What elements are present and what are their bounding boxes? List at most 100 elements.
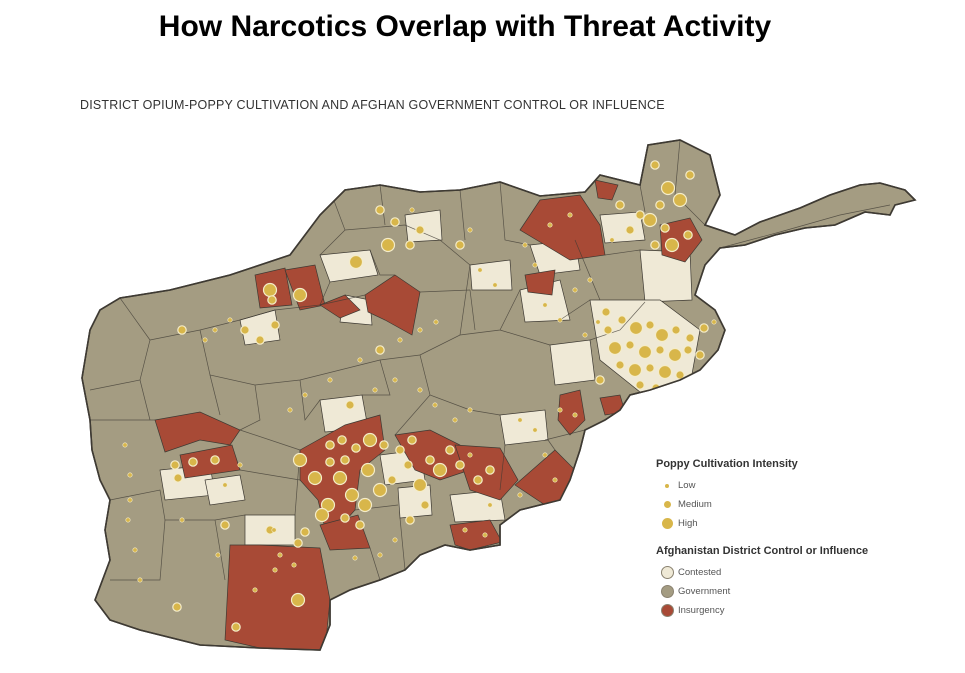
poppy-legend-heading: Poppy Cultivation Intensity xyxy=(656,458,798,470)
poppy-dot xyxy=(582,332,588,338)
poppy-dot xyxy=(607,340,623,356)
country-outline xyxy=(81,139,917,651)
legend-item-low: Low xyxy=(656,476,896,495)
poppy-dot xyxy=(379,440,389,450)
poppy-dot xyxy=(300,527,310,537)
poppy-dot xyxy=(485,465,495,475)
poppy-dot xyxy=(127,497,133,503)
poppy-dot xyxy=(477,267,483,273)
poppy-dot xyxy=(542,302,548,308)
poppy-dot xyxy=(287,407,293,413)
poppy-dot xyxy=(132,547,138,553)
legend-label: Medium xyxy=(678,499,712,510)
poppy-dot xyxy=(532,427,538,433)
poppy-dot xyxy=(473,475,483,485)
poppy-dot xyxy=(699,323,709,333)
poppy-dot xyxy=(220,520,230,530)
poppy-dot xyxy=(615,360,625,370)
insurgency-district xyxy=(557,389,586,436)
poppy-dot xyxy=(375,345,385,355)
legend-item-insurgency: Insurgency xyxy=(656,601,896,620)
poppy-dot xyxy=(467,407,473,413)
poppy-dot xyxy=(517,417,523,423)
poppy-dot xyxy=(255,335,265,345)
contested-district xyxy=(599,211,646,244)
poppy-dot xyxy=(291,562,297,568)
contested-district xyxy=(549,339,596,386)
poppy-dot xyxy=(267,295,277,305)
insurgency-district xyxy=(449,519,503,551)
poppy-dot xyxy=(302,392,308,398)
poppy-dot xyxy=(372,387,378,393)
poppy-dot xyxy=(595,375,605,385)
map-subtitle: DISTRICT OPIUM-POPPY CULTIVATION AND AFG… xyxy=(80,98,665,112)
poppy-dot xyxy=(415,225,425,235)
poppy-dot xyxy=(340,455,350,465)
poppy-dot xyxy=(685,170,695,180)
poppy-dot xyxy=(645,320,655,330)
poppy-dot xyxy=(344,487,360,503)
poppy-dot xyxy=(210,455,220,465)
poppy-dot xyxy=(345,400,355,410)
poppy-dot xyxy=(405,240,415,250)
poppy-dot xyxy=(122,442,128,448)
poppy-dot xyxy=(215,552,221,558)
poppy-dot xyxy=(572,287,578,293)
poppy-dot xyxy=(357,357,363,363)
poppy-dot xyxy=(547,222,553,228)
insurgency-district xyxy=(319,294,361,319)
legend-label: Low xyxy=(678,480,696,491)
poppy-dot xyxy=(635,210,645,220)
poppy-dot xyxy=(262,282,278,298)
poppy-dot xyxy=(395,445,405,455)
poppy-dot xyxy=(615,200,625,210)
poppy-dot xyxy=(390,217,400,227)
poppy-dot xyxy=(655,345,665,355)
contested-district xyxy=(204,474,246,506)
poppy-dot xyxy=(372,482,388,498)
poppy-dot xyxy=(667,347,683,363)
poppy-dot xyxy=(654,327,670,343)
insurgency-district xyxy=(224,544,331,650)
poppy-dot xyxy=(202,337,208,343)
poppy-dot xyxy=(405,515,415,525)
poppy-dot xyxy=(567,212,573,218)
poppy-dot xyxy=(293,538,303,548)
poppy-dot xyxy=(650,160,660,170)
poppy-dot xyxy=(292,287,308,303)
poppy-dot xyxy=(557,407,563,413)
insurgency-swatch-icon xyxy=(660,604,674,617)
poppy-dot xyxy=(617,315,627,325)
insurgency-district xyxy=(519,194,606,261)
poppy-dot xyxy=(237,462,243,468)
poppy-dot xyxy=(432,462,448,478)
poppy-dot xyxy=(292,452,308,468)
poppy-dot xyxy=(467,227,473,233)
poppy-dot xyxy=(655,200,665,210)
poppy-dot xyxy=(671,325,681,335)
poppy-dot xyxy=(557,317,563,323)
poppy-dot xyxy=(222,482,228,488)
poppy-dot xyxy=(351,443,361,453)
poppy-dot xyxy=(683,345,693,355)
poppy-dot xyxy=(403,460,413,470)
page-title: How Narcotics Overlap with Threat Activi… xyxy=(158,10,772,43)
poppy-dot xyxy=(467,452,473,458)
legend-item-government: Government xyxy=(656,582,896,601)
poppy-dot xyxy=(603,325,613,335)
poppy-dot xyxy=(432,402,438,408)
poppy-dot xyxy=(407,435,417,445)
contested-swatch-icon xyxy=(660,566,674,579)
poppy-dot xyxy=(492,282,498,288)
poppy-dot xyxy=(627,362,643,378)
poppy-dot xyxy=(360,462,376,478)
legend-label: Government xyxy=(678,586,731,597)
poppy-dot xyxy=(417,387,423,393)
poppy-dot xyxy=(628,320,644,336)
poppy-dot xyxy=(711,319,717,325)
poppy-dot xyxy=(277,552,283,558)
poppy-dot xyxy=(397,337,403,343)
poppy-dot xyxy=(660,180,676,196)
legend-label: Insurgency xyxy=(678,605,725,616)
poppy-dot xyxy=(179,517,185,523)
